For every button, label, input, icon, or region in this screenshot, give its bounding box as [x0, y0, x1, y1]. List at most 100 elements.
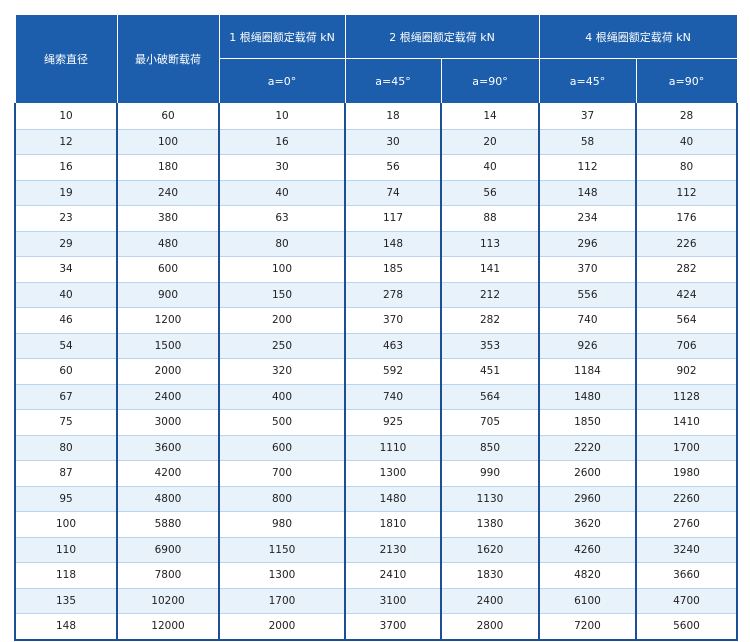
- table-cell: 135: [14, 588, 118, 614]
- table-cell: 100: [218, 256, 346, 283]
- table-row: 10 60 10 18 14 37 28: [14, 103, 738, 130]
- table-cell: 600: [218, 435, 346, 461]
- table-cell: 20: [440, 129, 540, 155]
- header-cell: a=45°: [344, 58, 442, 104]
- table-cell: 6900: [116, 537, 220, 563]
- header-cell: a=90°: [635, 58, 738, 104]
- table-cell: 10: [14, 103, 118, 130]
- table-cell: 117: [344, 205, 442, 232]
- table-cell: 23: [14, 205, 118, 232]
- table-cell: 282: [635, 256, 738, 283]
- table-cell: 180: [116, 154, 220, 181]
- table-cell: 2260: [635, 486, 738, 512]
- table-row: 54 1500 250 463 353 926 706: [14, 333, 738, 359]
- table-cell: 706: [635, 333, 738, 359]
- table-cell: 40: [218, 180, 346, 206]
- table-cell: 46: [14, 307, 118, 334]
- table-row: 40 900 150 278 212 556 424: [14, 282, 738, 308]
- table-cell: 740: [538, 307, 637, 334]
- table-row: 95 4800 800 1480 1130 2960 2260: [14, 486, 738, 512]
- table-row: 75 3000 500 925 705 1850 1410: [14, 409, 738, 436]
- table-cell: 1110: [344, 435, 442, 461]
- header-cell: 绳索直径: [14, 14, 118, 104]
- table-cell: 63: [218, 205, 346, 232]
- table-cell: 451: [440, 358, 540, 385]
- table-cell: 900: [116, 282, 220, 308]
- table-row: 46 1200 200 370 282 740 564: [14, 307, 738, 334]
- table-cell: 112: [635, 180, 738, 206]
- table-row: 148 12000 2000 3700 2800 7200 5600: [14, 613, 738, 641]
- table-row: 80 3600 600 1110 850 2220 1700: [14, 435, 738, 461]
- table-cell: 1700: [218, 588, 346, 614]
- table-cell: 30: [344, 129, 442, 155]
- table-cell: 1410: [635, 409, 738, 436]
- header-cell: 4 根绳圈额定载荷 kN: [538, 14, 738, 59]
- table-cell: 200: [218, 307, 346, 334]
- table-cell: 1620: [440, 537, 540, 563]
- table-cell: 250: [218, 333, 346, 359]
- table-cell: 67: [14, 384, 118, 410]
- table-cell: 1480: [344, 486, 442, 512]
- table-cell: 30: [218, 154, 346, 181]
- table-cell: 2000: [218, 613, 346, 641]
- table-cell: 353: [440, 333, 540, 359]
- table-cell: 980: [218, 511, 346, 538]
- table-cell: 1128: [635, 384, 738, 410]
- table-cell: 100: [14, 511, 118, 538]
- table-cell: 10200: [116, 588, 220, 614]
- table-row: 34 600 100 185 141 370 282: [14, 256, 738, 283]
- table-cell: 1500: [116, 333, 220, 359]
- table-cell: 1980: [635, 460, 738, 487]
- table-cell: 2400: [440, 588, 540, 614]
- table-cell: 34: [14, 256, 118, 283]
- table-cell: 148: [538, 180, 637, 206]
- table-cell: 480: [116, 231, 220, 257]
- table-cell: 29: [14, 231, 118, 257]
- table-cell: 234: [538, 205, 637, 232]
- table-cell: 176: [635, 205, 738, 232]
- table-cell: 40: [440, 154, 540, 181]
- table-cell: 4800: [116, 486, 220, 512]
- table-cell: 2410: [344, 562, 442, 589]
- table-cell: 40: [14, 282, 118, 308]
- table-cell: 1300: [344, 460, 442, 487]
- table-cell: 5600: [635, 613, 738, 641]
- table-cell: 88: [440, 205, 540, 232]
- table-wrap: 绳索直径 最小破断载荷 1 根绳圈额定载荷 kN 2 根绳圈额定载荷 kN 4 …: [14, 14, 738, 641]
- table-cell: 16: [218, 129, 346, 155]
- table-cell: 4820: [538, 562, 637, 589]
- load-table: 绳索直径 最小破断载荷 1 根绳圈额定载荷 kN 2 根绳圈额定载荷 kN 4 …: [14, 14, 738, 641]
- table-cell: 56: [344, 154, 442, 181]
- table-cell: 278: [344, 282, 442, 308]
- table-cell: 282: [440, 307, 540, 334]
- header-cell: 最小破断载荷: [116, 14, 220, 104]
- table-cell: 185: [344, 256, 442, 283]
- table-cell: 370: [344, 307, 442, 334]
- table-cell: 12: [14, 129, 118, 155]
- table-cell: 2000: [116, 358, 220, 385]
- table-cell: 56: [440, 180, 540, 206]
- table-cell: 700: [218, 460, 346, 487]
- table-cell: 74: [344, 180, 442, 206]
- table-cell: 592: [344, 358, 442, 385]
- table-cell: 925: [344, 409, 442, 436]
- table-cell: 100: [116, 129, 220, 155]
- header-cell: 1 根绳圈额定载荷 kN: [218, 14, 346, 59]
- table-cell: 463: [344, 333, 442, 359]
- table-cell: 424: [635, 282, 738, 308]
- table-cell: 850: [440, 435, 540, 461]
- table-cell: 118: [14, 562, 118, 589]
- table-cell: 926: [538, 333, 637, 359]
- table-row: 67 2400 400 740 564 1480 1128: [14, 384, 738, 410]
- table-row: 19 240 40 74 56 148 112: [14, 180, 738, 206]
- table-cell: 1850: [538, 409, 637, 436]
- table-cell: 296: [538, 231, 637, 257]
- table-cell: 990: [440, 460, 540, 487]
- table-cell: 3100: [344, 588, 442, 614]
- header-cell: a=45°: [538, 58, 637, 104]
- table-cell: 6100: [538, 588, 637, 614]
- table-cell: 7200: [538, 613, 637, 641]
- table-cell: 80: [14, 435, 118, 461]
- table-cell: 2600: [538, 460, 637, 487]
